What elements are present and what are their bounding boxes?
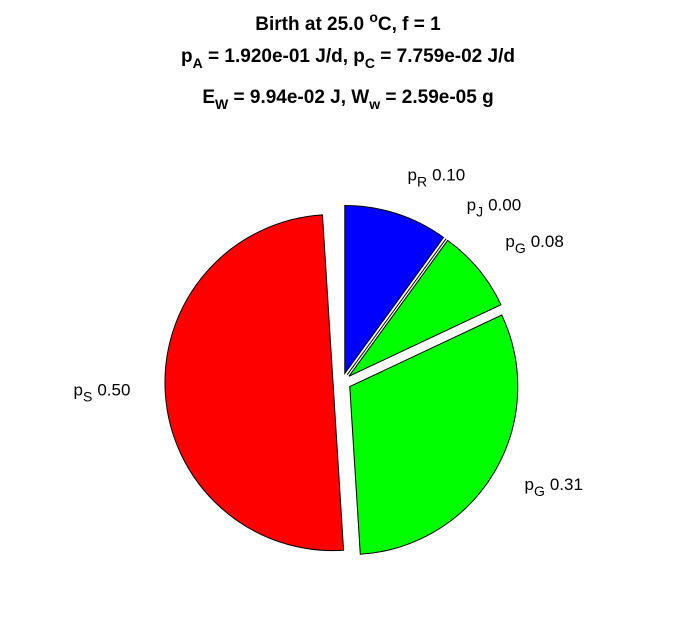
text-part: p	[505, 232, 514, 251]
slice-value: 0.08	[531, 232, 564, 251]
slice-label: pJ 0.00	[467, 195, 522, 219]
text-part: R	[417, 173, 427, 189]
text-part: p	[467, 195, 476, 214]
text-part: = 7.759e-02 J/d	[375, 46, 515, 67]
slice-label: pR 0.10	[408, 165, 466, 189]
text-part: S	[83, 388, 92, 404]
text-part: p	[524, 475, 533, 494]
pie-slice	[164, 214, 345, 552]
slice-value: 0.10	[432, 165, 465, 184]
text-part: p	[408, 165, 417, 184]
slice-value: 0.50	[97, 380, 130, 399]
text-part: = 1.920e-01 J/d, p	[203, 46, 365, 67]
text-part: C	[365, 55, 375, 71]
pie-slice	[348, 239, 502, 377]
text-part: W	[215, 96, 229, 112]
pie-slice	[344, 204, 445, 375]
chart-title: pA = 1.920e-01 J/d, pC = 7.759e-02 J/d	[181, 46, 515, 71]
text-part: J	[476, 203, 483, 219]
text-part: p	[181, 46, 193, 67]
slice-value: 0.00	[488, 195, 521, 214]
pie-slice	[349, 314, 519, 555]
slice-label: pG 0.31	[524, 475, 582, 499]
text-part: G	[534, 483, 545, 499]
text-part: = 9.94e-02 J, W	[228, 87, 369, 108]
pie-slice	[346, 238, 447, 376]
slice-label: pG 0.08	[505, 232, 563, 256]
text-part: G	[515, 240, 526, 256]
text-part: Birth at 25.0	[255, 14, 369, 35]
text-part: E	[202, 87, 215, 108]
chart-title: EW = 9.94e-02 J, Ww = 2.59e-05 g	[202, 87, 493, 112]
text-part: o	[369, 9, 378, 25]
text-part: C, f = 1	[378, 14, 441, 35]
text-part: A	[193, 55, 203, 71]
text-part: w	[368, 96, 380, 112]
slice-value: 0.31	[550, 475, 583, 494]
text-part: p	[74, 380, 83, 399]
text-part: = 2.59e-05 g	[380, 87, 494, 108]
chart-title: Birth at 25.0 oC, f = 1	[255, 9, 441, 35]
slice-label: pS 0.50	[74, 380, 131, 404]
